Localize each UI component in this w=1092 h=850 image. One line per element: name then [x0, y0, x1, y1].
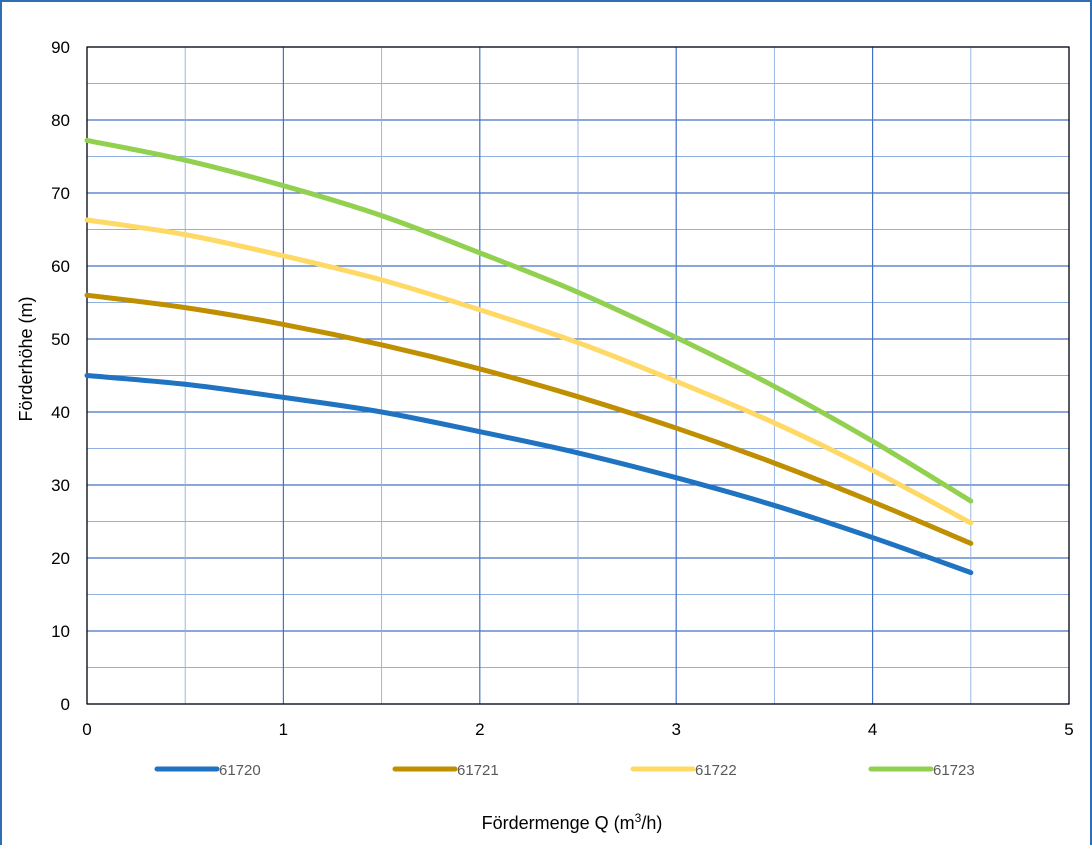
grid	[86, 46, 1070, 705]
x-tick-label: 5	[1064, 720, 1073, 739]
series-lines	[84, 137, 974, 576]
x-tick-label: 2	[475, 720, 484, 739]
x-tick-labels: 0 1 2 3 4 5	[82, 720, 1073, 739]
y-tick-label: 60	[51, 257, 70, 276]
y-tick-label: 20	[51, 549, 70, 568]
legend: 61720 61721 61722 61723	[154, 762, 975, 779]
y-tick-label: 80	[51, 111, 70, 130]
y-tick-label: 40	[51, 403, 70, 422]
legend-label-61722: 61722	[695, 762, 737, 779]
series-line-61721	[84, 292, 974, 546]
y-tick-label: 30	[51, 476, 70, 495]
series-line-61720	[84, 373, 974, 576]
series-line-61723	[84, 137, 974, 504]
y-tick-label: 10	[51, 622, 70, 641]
y-tick-label: 70	[51, 184, 70, 203]
x-tick-label: 1	[279, 720, 288, 739]
x-axis-title-sup: 3	[635, 811, 642, 825]
legend-label-61721: 61721	[457, 762, 499, 779]
legend-label-61720: 61720	[219, 762, 261, 779]
y-tick-label: 0	[61, 695, 70, 714]
x-tick-label: 0	[82, 720, 91, 739]
y-tick-label: 50	[51, 330, 70, 349]
series-line-61722	[84, 217, 974, 526]
x-tick-label: 4	[868, 720, 877, 739]
y-axis-title: Förderhöhe (m)	[16, 296, 36, 421]
x-axis-title: Fördermenge Q (m3/h)	[482, 811, 663, 833]
x-axis-title-tail: /h)	[641, 813, 662, 833]
y-tick-labels: 0 10 20 30 40 50 60 70 80 90	[51, 38, 70, 714]
x-tick-label: 3	[671, 720, 680, 739]
legend-label-61723: 61723	[933, 762, 975, 779]
y-tick-label: 90	[51, 38, 70, 57]
x-axis-title-main: Fördermenge Q (m	[482, 813, 635, 833]
